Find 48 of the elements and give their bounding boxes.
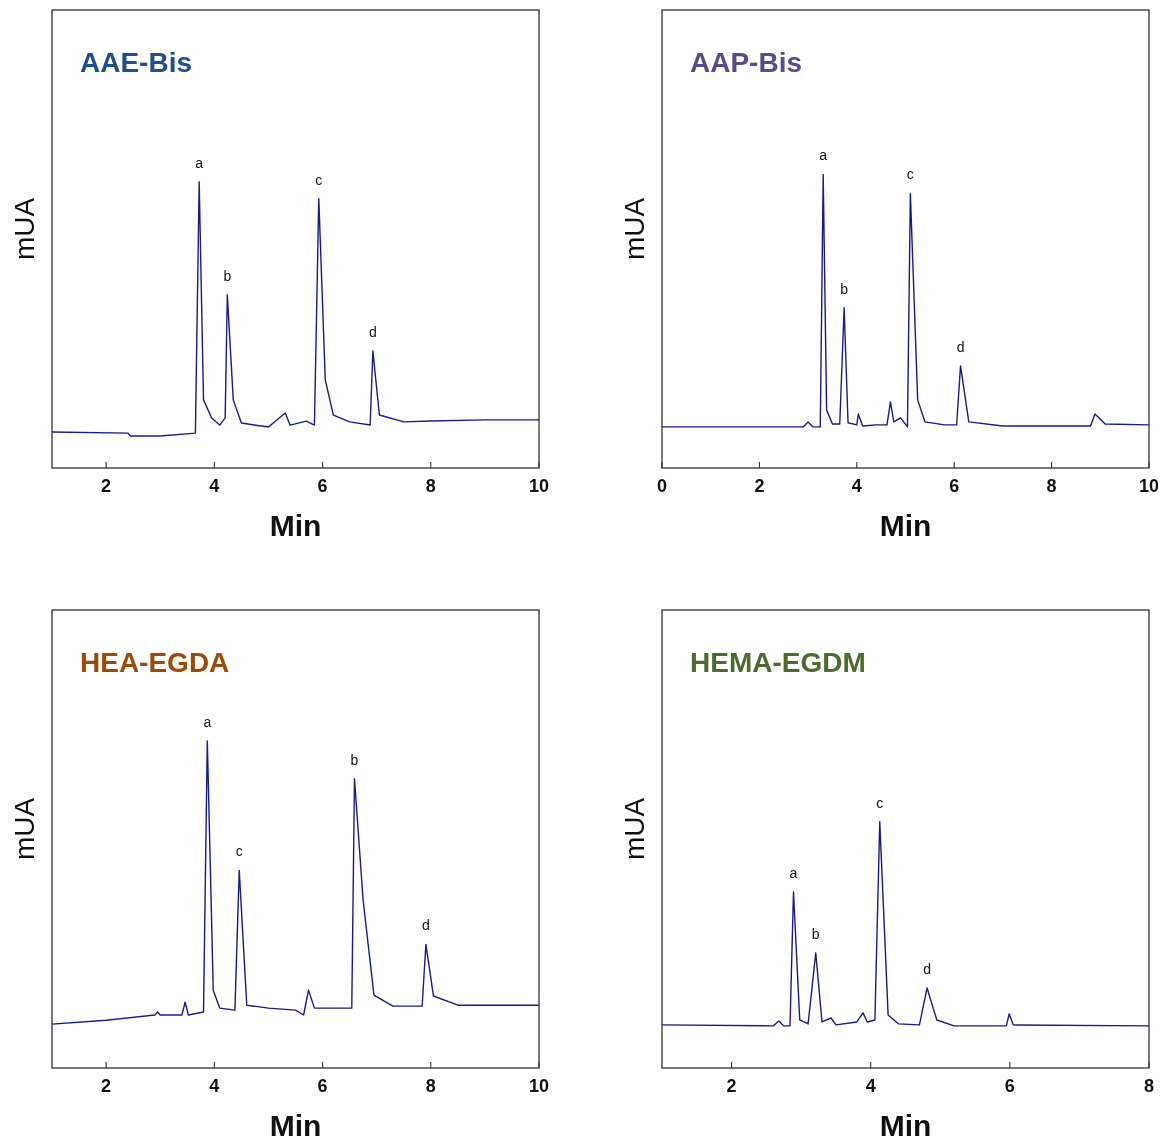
chart-title: HEMA-EGDM xyxy=(690,647,866,678)
x-tick-label: 6 xyxy=(1004,1076,1015,1096)
annotation: b xyxy=(223,267,232,284)
x-tick-label: 2 xyxy=(101,476,112,496)
x-tick-label: 10 xyxy=(528,1076,550,1096)
x-tick-label: 4 xyxy=(209,476,220,496)
x-tick-label: 4 xyxy=(209,1076,220,1096)
annotation: d xyxy=(956,338,965,355)
y-axis-title: mUA xyxy=(9,197,40,261)
x-tick-label: 4 xyxy=(851,476,862,496)
y-axis-title: mUA xyxy=(619,197,650,261)
annotation: b xyxy=(350,751,359,768)
x-tick-label: 6 xyxy=(317,1076,328,1096)
chart-title: AAP-Bis xyxy=(690,47,803,78)
chart-title: HEA-EGDA xyxy=(80,647,230,678)
x-tick-label: 8 xyxy=(425,476,436,496)
annotation: c xyxy=(235,843,243,860)
annotation: a xyxy=(789,864,798,881)
x-tick-label: 2 xyxy=(726,1076,737,1096)
annotation: d xyxy=(368,323,377,340)
x-tick-label: 6 xyxy=(949,476,960,496)
x-tick-label: 8 xyxy=(425,1076,436,1096)
x-axis-title: Min xyxy=(879,1109,932,1142)
x-tick-label: 8 xyxy=(1143,1076,1155,1096)
x-tick-label: 2 xyxy=(101,1076,112,1096)
x-tick-label: 2 xyxy=(754,476,765,496)
annotation: b xyxy=(840,280,849,297)
x-axis-title: Min xyxy=(879,509,932,542)
x-tick-label: 4 xyxy=(865,1076,876,1096)
annotation: c xyxy=(876,794,884,811)
annotation: a xyxy=(203,713,212,730)
x-tick-label: 8 xyxy=(1046,476,1057,496)
x-tick-label: 6 xyxy=(317,476,328,496)
x-tick-label: 0 xyxy=(656,476,668,496)
x-tick-label: 10 xyxy=(1138,476,1160,496)
x-axis-title: Min xyxy=(269,509,322,542)
annotation: a xyxy=(195,154,204,171)
x-axis-title: Min xyxy=(269,1109,322,1142)
chart-title: AAE-Bis xyxy=(80,47,193,78)
annotation: b xyxy=(811,926,820,943)
x-tick-label: 10 xyxy=(528,476,550,496)
annotation: d xyxy=(422,917,430,934)
annotation: a xyxy=(819,147,828,164)
annotation: c xyxy=(906,166,914,183)
y-axis-title: mUA xyxy=(619,797,650,861)
y-axis-title: mUA xyxy=(9,797,40,861)
annotation: d xyxy=(923,960,931,977)
annotation: c xyxy=(315,171,323,188)
